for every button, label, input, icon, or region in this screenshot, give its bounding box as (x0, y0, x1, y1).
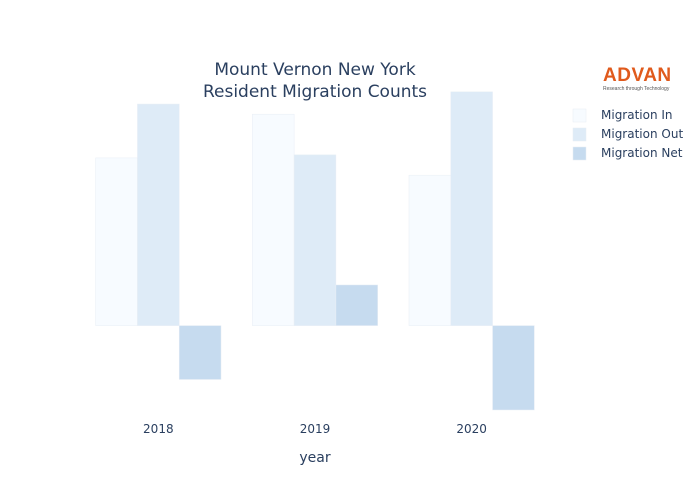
bar-migration-out-2019[interactable] (293, 154, 337, 326)
bar-migration-in-2020[interactable] (408, 174, 452, 326)
x-tick-2019: 2019 (300, 422, 331, 436)
legend-label: Migration Out (601, 127, 683, 141)
legend[interactable]: Migration In Migration Out Migration Net (572, 108, 683, 161)
logo-word: ADVAN (603, 65, 672, 86)
legend-swatch (572, 146, 587, 161)
bar-migration-out-2018[interactable] (137, 103, 180, 326)
legend-label: Migration Net (601, 146, 683, 160)
chart-title-line-1: Mount Vernon New York (214, 60, 415, 80)
legend-item-migration-out[interactable]: Migration Out (572, 127, 683, 142)
legend-item-migration-net[interactable]: Migration Net (572, 146, 683, 161)
x-tick-2018: 2018 (143, 422, 174, 436)
advan-logo: ADVAN Research through Technology (603, 66, 675, 93)
bar-migration-in-2018[interactable] (95, 157, 138, 326)
logo-tagline: Research through Technology (603, 86, 670, 92)
bar-migration-net-2019[interactable] (335, 284, 378, 326)
legend-item-migration-in[interactable]: Migration In (572, 108, 673, 123)
bars-group (95, 91, 535, 411)
chart-title-line-2: Resident Migration Counts (203, 82, 427, 102)
x-tick-labels: 2018 2019 2020 (143, 422, 487, 436)
legend-swatch (572, 127, 587, 142)
x-tick-2020: 2020 (456, 422, 487, 436)
bar-migration-net-2018[interactable] (178, 325, 222, 380)
legend-swatch (572, 108, 587, 123)
bar-migration-out-2020[interactable] (450, 91, 493, 326)
legend-label: Migration In (601, 108, 673, 122)
bar-migration-net-2020[interactable] (492, 325, 535, 411)
x-axis-title: year (299, 450, 330, 466)
bar-migration-in-2019[interactable] (252, 113, 295, 326)
